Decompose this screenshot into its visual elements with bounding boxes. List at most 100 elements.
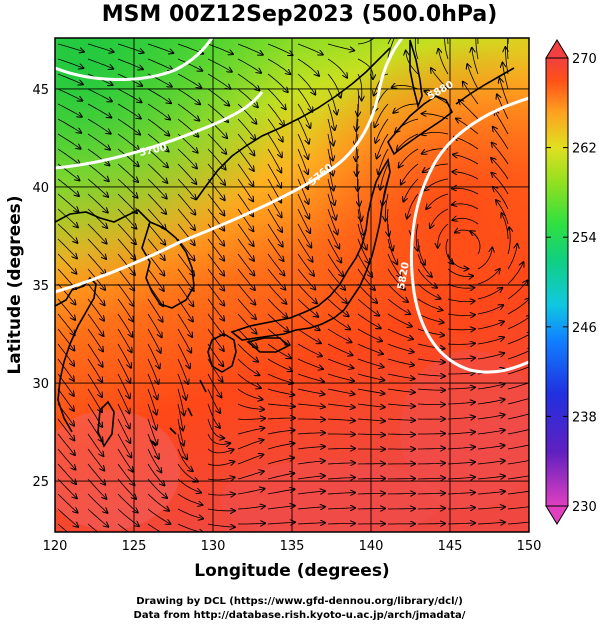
streamline-arrow [87, 328, 103, 351]
streamline-arrow [417, 313, 444, 323]
streamline-arrow [237, 118, 255, 140]
streamline-arrow [147, 133, 169, 152]
streamline-arrow [297, 118, 309, 144]
streamline-arrow [417, 374, 445, 376]
streamline-arrow [267, 373, 293, 383]
streamline-arrow [117, 43, 144, 53]
streamline-arrow [267, 430, 295, 435]
streamline-arrow [357, 419, 385, 421]
streamline-arrow [477, 476, 505, 479]
x-tick-label: 130 [201, 539, 226, 554]
colorbar-ticks: 270 262 254 246 238 230 [546, 52, 597, 515]
streamline-arrow [117, 283, 134, 306]
streamline-arrow [327, 133, 333, 161]
streamline-arrow [327, 148, 333, 176]
streamline-arrow [444, 38, 449, 60]
streamline-arrow [297, 313, 320, 330]
streamline-arrow [297, 373, 324, 382]
streamline-arrow [177, 58, 202, 71]
streamline-arrow [505, 47, 508, 75]
streamline-arrow [117, 103, 141, 119]
coastline-kuril [455, 67, 515, 105]
streamline-arrow [207, 58, 232, 72]
contour-5760 [55, 91, 264, 170]
streamline-arrow [417, 389, 445, 390]
streamline-arrow [57, 283, 76, 305]
streamline-arrow [452, 188, 479, 195]
streamline-arrow [507, 381, 529, 390]
streamline-arrow [177, 328, 191, 353]
streamline-arrow [297, 88, 312, 112]
streamline-arrow [387, 223, 393, 251]
streamline-arrow [387, 373, 415, 379]
streamline-arrow [207, 208, 224, 231]
streamline-arrow [327, 283, 347, 303]
streamline-arrow [447, 417, 475, 419]
streamline-arrow [507, 444, 529, 450]
streamline-arrow [207, 449, 234, 453]
streamline-arrow [237, 418, 265, 419]
streamline-arrow [57, 508, 78, 527]
streamline-arrow [477, 337, 504, 345]
streamline-arrow [327, 373, 354, 381]
streamline-arrow [327, 268, 345, 290]
streamline-arrow [207, 523, 235, 527]
streamline-arrow [385, 193, 388, 221]
streamline-arrow [237, 73, 259, 90]
streamline-arrow [87, 313, 104, 336]
streamline-arrow [87, 133, 110, 150]
streamline-arrow [207, 433, 230, 444]
streamline-arrow [237, 358, 259, 375]
streamline-arrow [387, 253, 401, 277]
streamline-arrow [500, 78, 509, 105]
streamline-arrow [267, 443, 294, 450]
streamline-arrow [297, 58, 319, 76]
streamline-arrow [327, 223, 339, 249]
streamline-arrow [57, 253, 76, 274]
streamline-arrow [387, 388, 415, 392]
streamline-arrow [57, 493, 78, 513]
streamline-arrow [387, 419, 415, 420]
streamline-arrow [387, 238, 397, 264]
streamline-arrow [357, 223, 367, 250]
streamline-arrow [297, 43, 323, 55]
streamline-arrow [357, 253, 372, 277]
streamline-arrow [297, 491, 325, 494]
streamline-arrow [117, 418, 130, 443]
x-tick-label: 150 [517, 539, 542, 554]
streamline-arrow [507, 521, 529, 525]
streamline-arrow [87, 403, 102, 427]
streamline-arrow [327, 253, 343, 276]
contour-5880 [409, 96, 529, 374]
streamline-arrow [147, 223, 165, 245]
streamline-arrow [117, 58, 143, 69]
streamline-arrow [327, 403, 355, 407]
streamline-arrow [507, 244, 517, 270]
streamline-arrow [477, 248, 492, 270]
streamline-arrow [507, 365, 529, 375]
streamline-arrow [447, 38, 449, 45]
streamline-arrow [87, 448, 104, 471]
streamline-arrow [297, 298, 318, 317]
colorbar-tick-label: 270 [572, 52, 597, 67]
streamline-arrow [117, 268, 134, 291]
streamline-arrow [357, 148, 359, 176]
streamline-arrow [267, 43, 293, 55]
streamline-arrow [477, 269, 500, 285]
streamline-arrow [238, 523, 265, 524]
streamline-arrow [267, 133, 282, 157]
streamline-arrow [417, 38, 419, 44]
streamline-arrow [177, 433, 187, 459]
streamline-arrow [147, 193, 166, 214]
streamline-arrow [491, 173, 509, 195]
streamline-arrow [417, 298, 442, 310]
streamline-arrow [267, 103, 284, 126]
streamline-arrow [267, 268, 285, 290]
streamline-arrow [417, 404, 445, 405]
streamline-arrow [57, 418, 74, 440]
streamline-arrow [387, 38, 396, 60]
streamline-arrow [57, 73, 83, 84]
streamline-arrow [357, 58, 373, 79]
streamline-arrow [267, 473, 294, 480]
streamline-arrow [87, 238, 106, 259]
